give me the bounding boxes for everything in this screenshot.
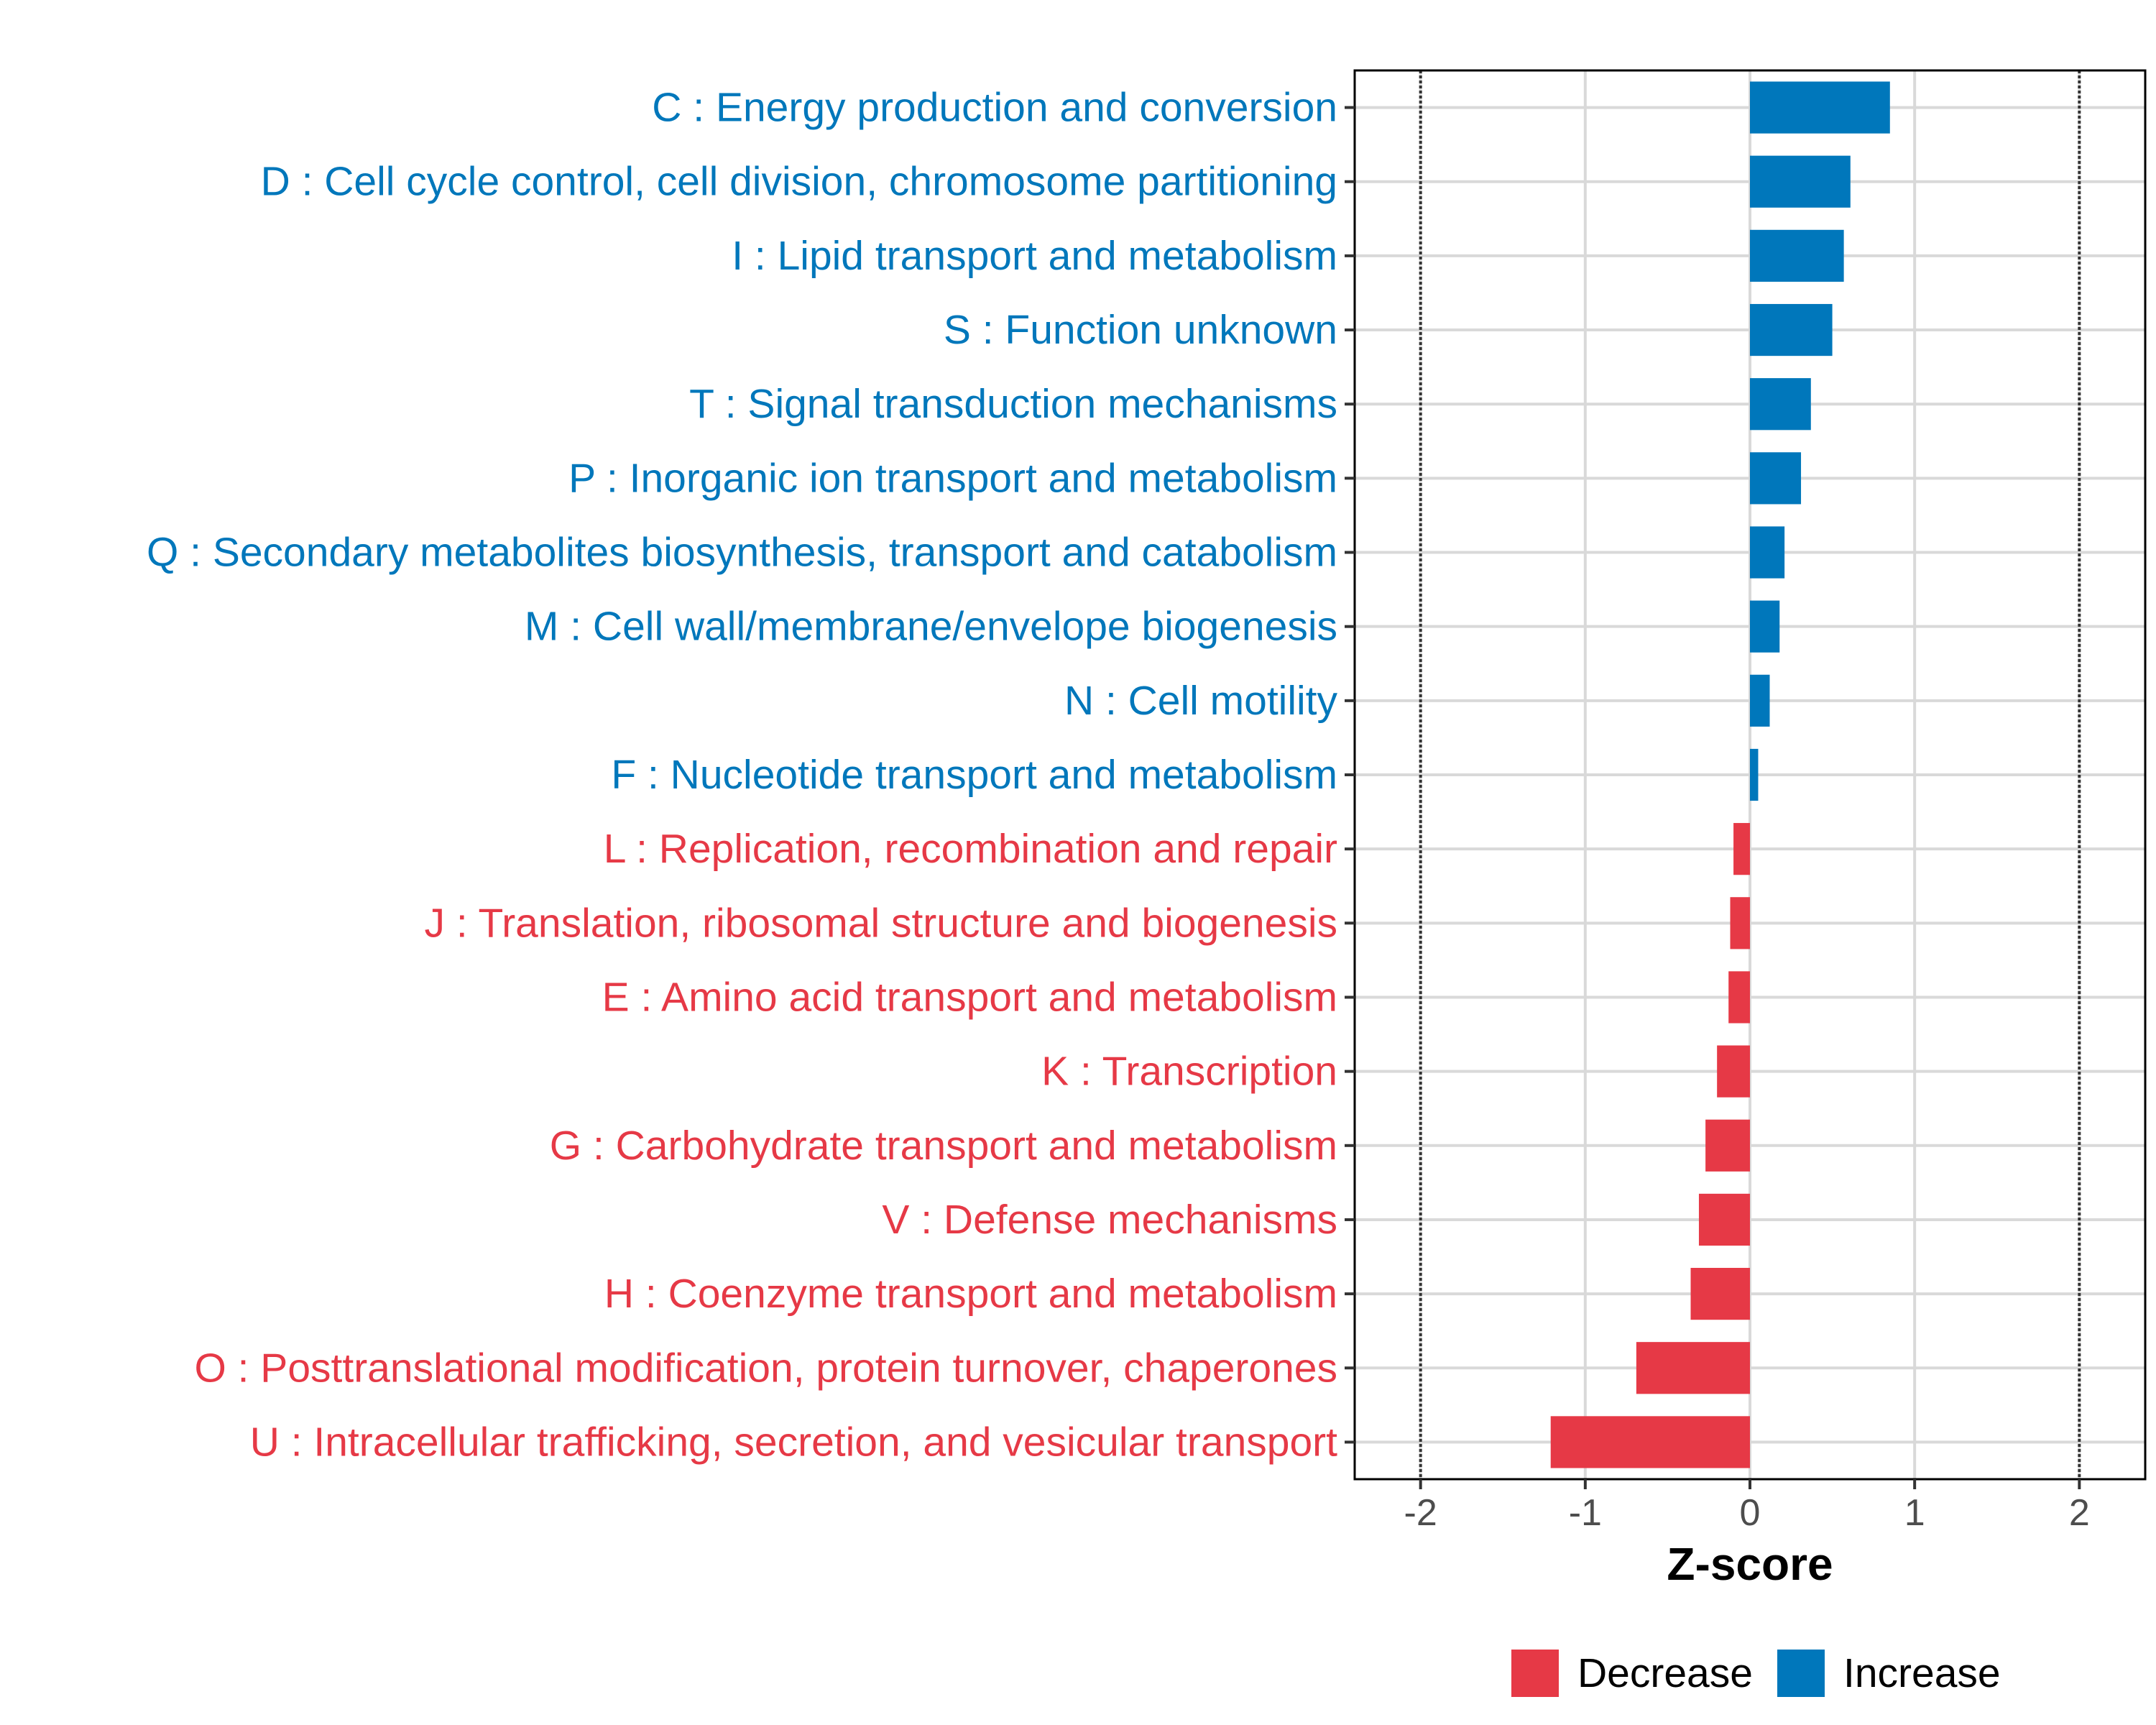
y-axis: C : Energy production and conversion D : … xyxy=(147,85,1355,1465)
bar xyxy=(1636,1342,1750,1394)
bar xyxy=(1750,526,1785,579)
bar xyxy=(1728,971,1750,1024)
y-tick-label: L : Replication, recombination and repai… xyxy=(604,826,1337,872)
x-tick-label: 2 xyxy=(2069,1492,2090,1534)
y-tick-label: T : Signal transduction mechanisms xyxy=(689,381,1337,427)
bar xyxy=(1750,155,1851,208)
bar xyxy=(1690,1268,1750,1320)
legend-label: Decrease xyxy=(1577,1650,1753,1696)
bar xyxy=(1750,229,1844,282)
y-tick-label: Q : Secondary metabolites biosynthesis, … xyxy=(147,530,1337,576)
y-tick-label: F : Nucleotide transport and metabolism xyxy=(611,752,1337,798)
y-tick-label: V : Defense mechanisms xyxy=(882,1197,1337,1243)
reference-lines-layer xyxy=(1419,70,2081,1479)
x-tick-label: -1 xyxy=(1569,1492,1602,1534)
y-tick-label: D : Cell cycle control, cell division, c… xyxy=(261,159,1337,205)
x-axis-title: Z-score xyxy=(1667,1538,1833,1590)
bar xyxy=(1698,1193,1750,1246)
bar xyxy=(1730,897,1750,949)
bar xyxy=(1750,748,1759,801)
y-tick-label: C : Energy production and conversion xyxy=(652,85,1337,131)
legend-swatch xyxy=(1511,1650,1559,1697)
x-tick-label: -2 xyxy=(1404,1492,1437,1534)
bar xyxy=(1750,81,1890,134)
y-tick-label: J : Translation, ribosomal structure and… xyxy=(425,900,1337,946)
bar xyxy=(1717,1045,1750,1098)
y-tick-label: M : Cell wall/membrane/envelope biogenes… xyxy=(525,604,1337,650)
y-tick-label: G : Carbohydrate transport and metabolis… xyxy=(550,1123,1337,1169)
bar xyxy=(1750,452,1802,505)
bar xyxy=(1750,303,1833,356)
y-tick-label: K : Transcription xyxy=(1041,1049,1337,1095)
bar xyxy=(1750,674,1770,727)
y-tick-label: S : Function unknown xyxy=(944,307,1337,353)
bars-layer xyxy=(1550,81,1890,1468)
legend-label: Increase xyxy=(1843,1650,2001,1696)
x-axis: -2 -1 0 1 2 xyxy=(1404,1479,2090,1534)
bar xyxy=(1750,378,1811,431)
y-tick-label: U : Intracellular trafficking, secretion… xyxy=(250,1419,1337,1465)
bar xyxy=(1705,1119,1750,1172)
y-tick-label: O : Posttranslational modification, prot… xyxy=(194,1345,1337,1391)
y-tick-label: E : Amino acid transport and metabolism xyxy=(602,974,1337,1020)
legend-swatch xyxy=(1777,1650,1825,1697)
y-tick-label: P : Inorganic ion transport and metaboli… xyxy=(568,455,1337,501)
y-tick-label: N : Cell motility xyxy=(1064,678,1338,724)
legend: Decrease Increase xyxy=(1511,1650,2001,1697)
bar xyxy=(1750,600,1780,653)
y-tick-label: H : Coenzyme transport and metabolism xyxy=(604,1271,1337,1317)
y-tick-label: I : Lipid transport and metabolism xyxy=(732,233,1337,279)
x-tick-label: 1 xyxy=(1904,1492,1925,1534)
bar xyxy=(1733,823,1750,875)
bar xyxy=(1550,1416,1750,1468)
x-tick-label: 0 xyxy=(1740,1492,1761,1534)
